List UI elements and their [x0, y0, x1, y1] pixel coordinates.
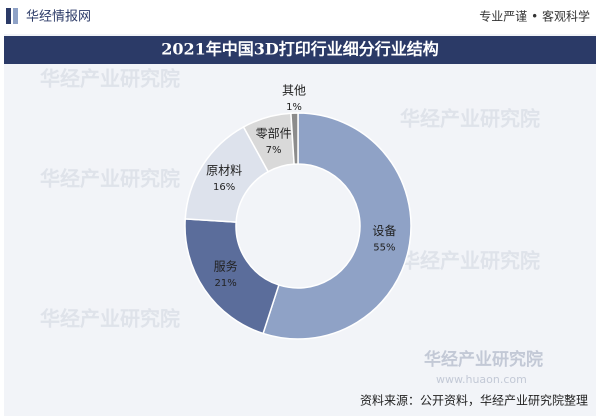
slice — [262, 112, 412, 340]
value-label: 16% — [213, 182, 235, 193]
value-label: 7% — [266, 145, 282, 156]
watermark: 华经产业研究院 — [400, 249, 540, 273]
slice-label: 其他 — [282, 84, 306, 98]
source: 资料来源：公开资料，华经产业研究院整理 — [360, 393, 588, 408]
slice-label: 零部件 — [256, 125, 292, 140]
brand: 华经情报网 — [26, 10, 91, 25]
brand-mark — [6, 8, 11, 24]
slice-label: 原材料 — [206, 164, 242, 178]
brand-mark — [13, 8, 18, 24]
watermark: 华经产业研究院 — [400, 107, 540, 131]
value-label: 1% — [286, 102, 302, 113]
chart-panel — [4, 34, 596, 416]
watermark: 华经产业研究院 — [40, 167, 180, 191]
title-bar — [4, 36, 596, 64]
slogan: 专业严谨 • 客观科学 — [479, 9, 590, 24]
watermark: 华经产业研究院 — [40, 307, 180, 331]
donut: 设备 55% 服务 21% 原材料 16% 零部件 7% 其他 1% — [184, 84, 412, 340]
watermarks: 华经产业研究院 华经产业研究院 华经产业研究院 华经产业研究院 华经产业研究院 — [40, 67, 540, 331]
watermark: 华经产业研究院 — [40, 67, 180, 91]
value-label: 21% — [215, 278, 237, 289]
slice — [290, 112, 299, 165]
chart-title: 2021年中国3D打印行业细分行业结构 — [161, 40, 439, 59]
value-label: 55% — [373, 243, 395, 254]
logo-name: 华经产业研究院 — [424, 349, 543, 370]
slice-label: 服务 — [214, 259, 238, 274]
slice-label: 设备 — [372, 224, 396, 238]
logo-url: www.huaon.com — [436, 373, 527, 386]
